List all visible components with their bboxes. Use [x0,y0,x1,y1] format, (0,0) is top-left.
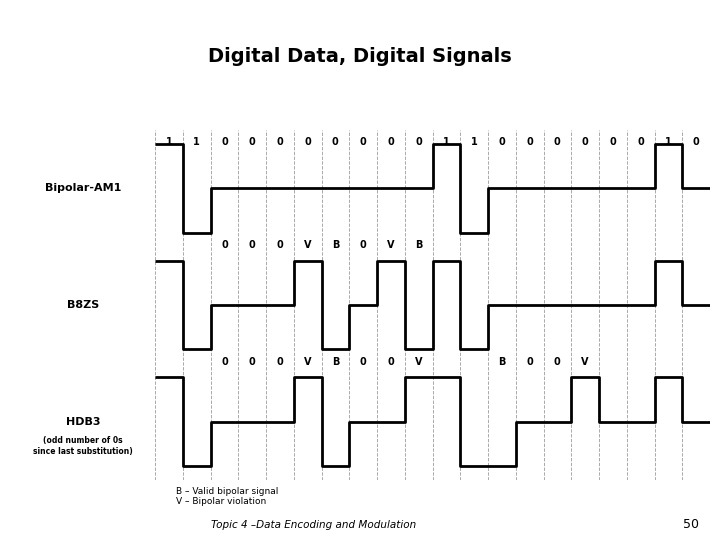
Text: 0: 0 [554,356,561,367]
Text: 0: 0 [387,356,395,367]
Text: 50: 50 [683,518,699,531]
Text: 0: 0 [360,240,366,250]
Text: V – Bipolar violation: V – Bipolar violation [176,497,266,505]
Text: 0: 0 [276,137,283,147]
Text: 0: 0 [248,356,256,367]
Text: 1: 1 [471,137,477,147]
Text: Digital Data, Digital Signals: Digital Data, Digital Signals [208,47,512,66]
Text: Topic 4 –Data Encoding and Modulation: Topic 4 –Data Encoding and Modulation [210,520,416,530]
Text: B: B [498,356,505,367]
Text: 0: 0 [360,137,366,147]
Text: 0: 0 [276,356,283,367]
Text: 0: 0 [221,356,228,367]
Text: 1: 1 [193,137,200,147]
Text: 0: 0 [221,137,228,147]
Text: 1: 1 [166,137,172,147]
Text: 0: 0 [554,137,561,147]
Text: 0: 0 [387,137,395,147]
Text: 1: 1 [665,137,672,147]
Text: 0: 0 [582,137,588,147]
Text: 0: 0 [305,137,311,147]
Text: 0: 0 [248,137,256,147]
Text: V: V [304,356,311,367]
Text: 0: 0 [360,356,366,367]
Text: (odd number of 0s
since last substitution): (odd number of 0s since last substitutio… [33,436,132,456]
Text: 0: 0 [693,137,700,147]
Text: 0: 0 [610,137,616,147]
Text: 0: 0 [637,137,644,147]
Text: B: B [332,356,339,367]
Text: 0: 0 [221,240,228,250]
Text: B: B [332,240,339,250]
Text: Bipolar-AM1: Bipolar-AM1 [45,184,121,193]
Text: 0: 0 [332,137,338,147]
Text: B: B [415,240,423,250]
Text: 0: 0 [276,240,283,250]
Text: V: V [415,356,423,367]
Text: 0: 0 [526,356,533,367]
Text: 1: 1 [443,137,450,147]
Text: 0: 0 [415,137,422,147]
Text: B – Valid bipolar signal: B – Valid bipolar signal [176,487,279,496]
Text: B8ZS: B8ZS [67,300,99,310]
Text: V: V [581,356,589,367]
Text: 0: 0 [248,240,256,250]
Text: V: V [387,240,395,250]
Text: 0: 0 [526,137,533,147]
Text: HDB3: HDB3 [66,417,100,427]
Text: V: V [304,240,311,250]
Text: 0: 0 [498,137,505,147]
